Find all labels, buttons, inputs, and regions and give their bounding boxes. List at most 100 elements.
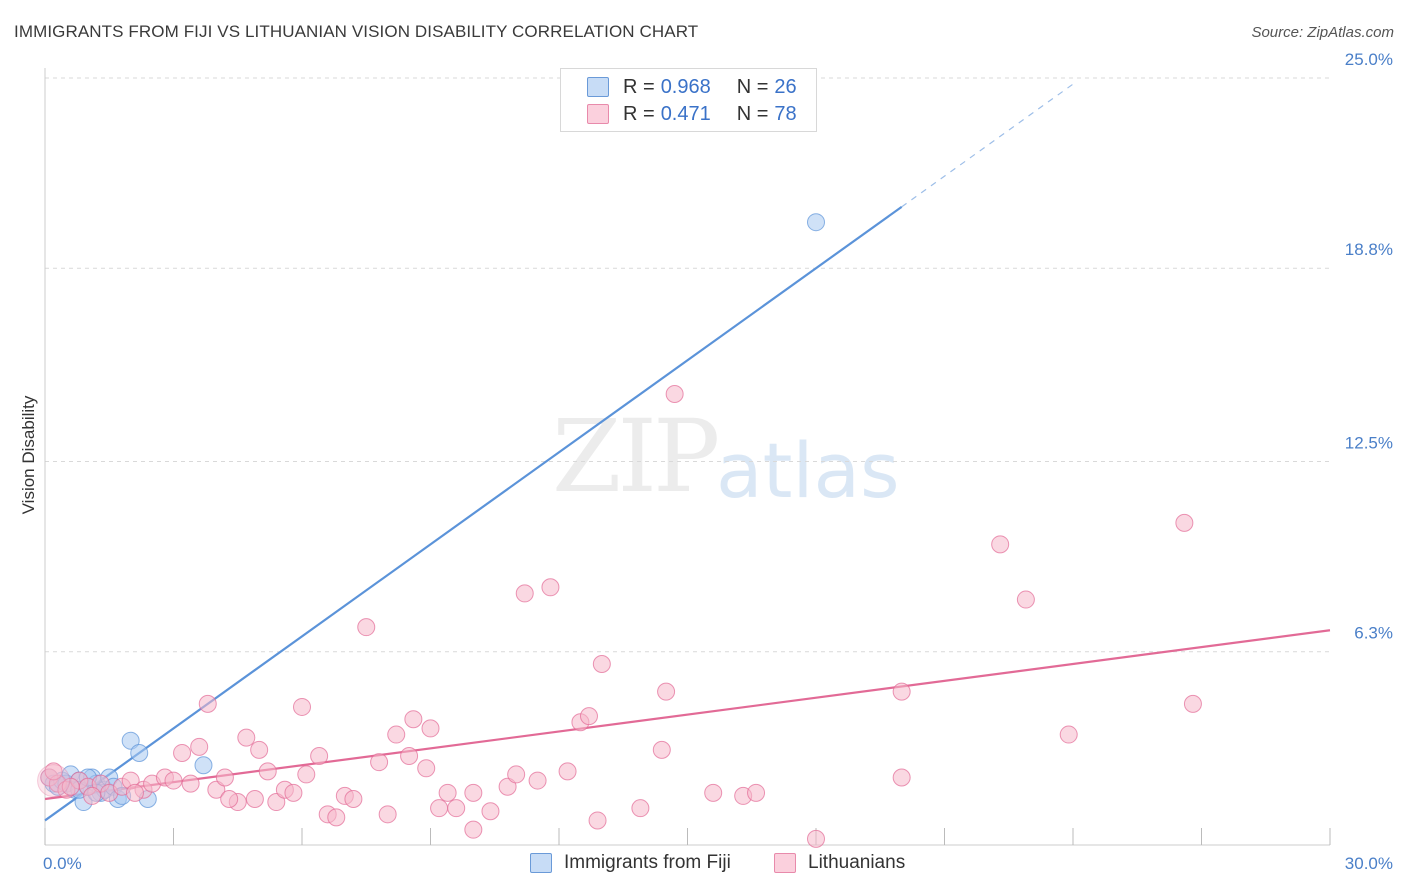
n-value: 26: [774, 75, 797, 98]
stats-legend: R = 0.968 N = 26 R = 0.471 N = 78: [560, 68, 817, 132]
fiji-legend-swatch: [530, 853, 552, 873]
y-tick-label: 18.8%: [1345, 240, 1393, 259]
lithuanian-point: [541, 578, 560, 597]
lithuanian-point: [481, 802, 500, 821]
x-tick-label: 0.0%: [43, 854, 82, 873]
watermark-atlas: atlas: [716, 426, 900, 515]
lithuanian-point: [665, 385, 684, 404]
lithuanian-point: [198, 694, 217, 713]
lithuanian-point: [558, 762, 577, 781]
points-layer: [37, 213, 1202, 848]
lithuanian-point: [507, 765, 526, 784]
lithuanian-point: [588, 811, 607, 830]
lithuanian-point: [747, 783, 766, 802]
lithuanian-point: [579, 707, 598, 726]
fiji-point: [130, 743, 149, 762]
lithuanian-point: [1175, 513, 1194, 532]
lithuanian-point: [220, 789, 239, 808]
n-label: N =: [736, 102, 769, 125]
y-tick-label: 6.3%: [1354, 624, 1393, 643]
lithuanian-point: [807, 829, 825, 848]
lithuanian-point: [357, 618, 376, 637]
lithuanian-point: [297, 765, 316, 784]
lithuanian-point: [498, 777, 517, 796]
legend-item-fiji[interactable]: Immigrants from Fiji: [530, 852, 731, 874]
lithuanians-legend-label: Lithuanians: [808, 852, 906, 873]
lithuanian-point: [892, 768, 911, 787]
fiji-trendline-extension: [901, 83, 1074, 208]
lithuanian-point: [652, 740, 671, 759]
lithuanian-point: [438, 783, 457, 802]
lithuanian-point: [631, 799, 650, 818]
lithuanian-point: [44, 762, 63, 781]
watermark-zip: ZIP: [552, 398, 720, 515]
lithuanian-point: [215, 768, 234, 787]
lithuanian-point: [1183, 694, 1202, 713]
lithuanian-point: [447, 799, 466, 818]
lithuanian-point: [704, 783, 723, 802]
stats-legend-row-lithuanians: R = 0.471 N = 78: [587, 102, 797, 126]
lithuanian-trendline: [44, 629, 1331, 801]
labels-layer: 6.3% 12.5% 18.8% 25.0% 0.0% 30.0%: [43, 50, 1393, 873]
lithuanian-point: [207, 780, 226, 799]
chart-title: IMMIGRANTS FROM FIJI VS LITHUANIAN VISIO…: [14, 22, 699, 41]
lithuanian-point: [657, 682, 676, 701]
lithuanian-point: [464, 820, 483, 839]
fiji-point: [121, 731, 140, 750]
fiji-point: [807, 213, 825, 232]
lithuanian-point: [237, 728, 256, 747]
lithuanian-point: [173, 743, 192, 762]
lithuanian-point: [293, 697, 311, 716]
lithuanian-point: [528, 771, 547, 790]
r-value: 0.968: [660, 75, 711, 98]
lithuanian-point: [190, 737, 209, 756]
lithuanian-point: [370, 753, 389, 772]
lithuanian-point: [378, 805, 397, 824]
legend-item-lithuanians[interactable]: Lithuanians: [774, 852, 905, 874]
trend-layer: [44, 83, 1331, 822]
r-value: 0.471: [660, 102, 711, 125]
lithuanians-legend-swatch: [774, 853, 796, 873]
n-label: N =: [736, 75, 769, 98]
fiji-point: [194, 756, 213, 775]
grid-layer: [45, 77, 1330, 653]
lithuanian-point: [421, 719, 440, 738]
lithuanian-point: [1016, 590, 1035, 609]
lithuanian-point: [267, 793, 286, 812]
lithuanian-point: [164, 771, 183, 790]
r-label: R =: [623, 102, 655, 125]
lithuanian-point: [515, 584, 534, 603]
lithuanian-point: [430, 799, 449, 818]
lithuanian-point: [464, 783, 483, 802]
y-axis-label: Vision Disability: [19, 395, 38, 514]
lithuanian-point: [1059, 725, 1078, 744]
lithuanian-point: [387, 725, 406, 744]
fiji-trendline: [44, 205, 903, 822]
stats-legend-row-fiji: R = 0.968 N = 26: [587, 75, 797, 99]
lithuanian-point: [83, 786, 102, 805]
lithuanian-point: [344, 789, 363, 808]
lithuanian-point: [404, 710, 423, 729]
lithuanian-point: [125, 783, 144, 802]
y-tick-label: 12.5%: [1345, 434, 1393, 453]
lithuanian-point: [892, 682, 911, 701]
lithuanian-point: [250, 740, 269, 759]
lithuanian-point: [592, 654, 611, 673]
lithuanian-point: [61, 777, 80, 796]
lithuanian-point: [310, 747, 329, 766]
lithuanian-point: [284, 783, 303, 802]
lithuanian-point: [245, 789, 264, 808]
axes-layer: [44, 68, 1331, 846]
source-label: Source: ZipAtlas.com: [1251, 24, 1394, 41]
lithuanians-swatch: [587, 104, 609, 124]
lithuanian-point: [417, 759, 436, 778]
lithuanian-point: [181, 774, 200, 793]
r-label: R =: [623, 75, 655, 98]
y-tick-label: 25.0%: [1345, 50, 1393, 69]
n-value: 78: [774, 102, 797, 125]
lithuanian-point: [327, 808, 346, 827]
fiji-swatch: [587, 77, 609, 97]
lithuanian-point: [258, 762, 277, 781]
fiji-legend-label: Immigrants from Fiji: [564, 852, 731, 873]
